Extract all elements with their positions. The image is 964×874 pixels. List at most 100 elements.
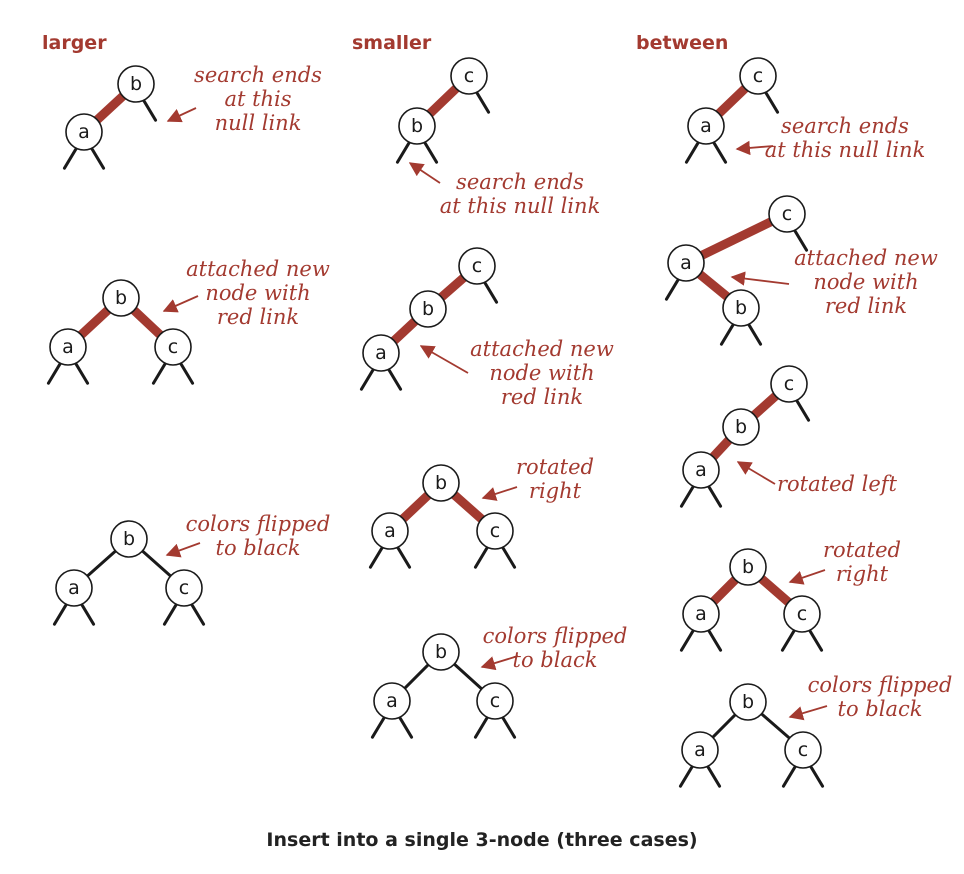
tree-node-a: a [65,113,103,151]
annotation-line: search ends [194,63,322,87]
tree-node-b: b [729,683,767,721]
black-link [140,549,173,578]
annotation-line: right [529,479,582,503]
black-link [85,549,118,578]
null-link [781,764,797,788]
figure-caption: Insert into a single 3-node (three cases… [266,829,697,851]
black-link [403,663,430,690]
node-key: b [742,556,754,578]
tree-node-c: c [476,682,514,720]
node-key: b [115,287,127,309]
null-link [62,146,78,170]
annotation-note: rotated right [516,455,594,503]
node-key: b [123,528,135,550]
annotation-note: search ends at this null link [194,63,322,135]
null-link [706,764,722,788]
node-circle [739,57,777,95]
node-circle [49,328,87,366]
annotation-note: attached new node with red link [186,257,330,329]
node-circle [770,365,808,403]
annotation-arrow [165,542,201,558]
tree-node-a: a [681,731,719,769]
tree-smaller-step-4: b a c colors flipped to black [370,624,628,739]
node-key: a [694,739,706,761]
node-circle [682,451,720,489]
tree-node-c: c [165,569,203,607]
node-circle [783,595,821,633]
black-link [760,712,791,740]
null-link [679,628,695,652]
node-key: c [168,336,178,358]
node-key: a [78,121,90,143]
annotation-line: search ends [781,114,909,138]
null-link [684,140,700,164]
null-link [475,90,491,114]
node-circle [422,464,460,502]
node-key: c [464,65,474,87]
null-link [808,628,824,652]
null-link [501,545,517,569]
annotation-line: attached new [186,257,330,281]
tree-node-b: b [422,464,460,502]
tree-node-a: a [49,328,87,366]
annotation-note: rotated left [777,472,898,496]
null-link [473,545,489,569]
tree-node-b: b [102,279,140,317]
tree-between-step-2: c a b attached new node with red link [664,195,938,346]
node-key: c [784,373,794,395]
annotation-line: rotated left [777,472,898,496]
node-key: a [386,690,398,712]
null-link [747,322,763,346]
annotation-arrow [166,107,197,123]
annotation-arrow [162,295,199,313]
node-circle [371,512,409,550]
annotation-line: at this [224,87,291,111]
red-link [697,270,730,301]
node-key: a [375,342,387,364]
annotation-note: colors flipped to black [186,512,331,560]
node-circle [729,548,767,586]
annotation-line: attached new [794,246,938,270]
tree-node-c: c [739,57,777,95]
node-key: c [179,577,189,599]
node-key: a [695,603,707,625]
null-link [151,361,167,385]
annotation-line: to black [838,697,923,721]
annotation-arrow [419,345,469,374]
null-link [74,361,90,385]
null-link [162,602,178,626]
tree-node-b: b [110,520,148,558]
tree-between-step-1: c a search ends at this null link [684,57,925,164]
node-key: a [384,520,396,542]
tree-node-b: b [117,65,155,103]
annotation-note: colors flipped to black [483,624,628,672]
node-circle [398,107,436,145]
annotation-line: node with [813,270,918,294]
node-key: b [735,416,747,438]
black-link [452,662,484,691]
node-circle [722,408,760,446]
tree-node-a: a [682,451,720,489]
red-link [94,92,126,124]
annotation-line: colors flipped [808,673,953,697]
annotation-note: search ends at this null link [440,170,601,218]
annotation-line: rotated [823,538,901,562]
node-key: b [742,691,754,713]
annotation-line: attached new [470,337,614,361]
annotation-note: rotated right [823,538,901,586]
red-link [709,437,733,460]
red-link [451,491,485,523]
annotation-arrow [730,271,790,286]
red-link [700,217,773,260]
annotation-arrow [480,655,519,671]
node-circle [55,569,93,607]
node-key: b [422,298,434,320]
red-link [710,576,739,605]
null-link [678,764,694,788]
null-link [90,146,106,170]
red-link [758,575,792,606]
null-link [473,715,489,739]
black-link [711,713,737,739]
null-link [142,98,158,122]
annotation-line: search ends [456,170,584,194]
